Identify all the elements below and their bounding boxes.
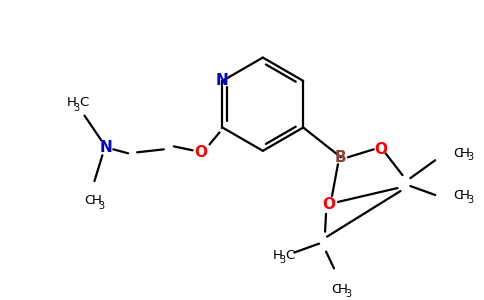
Text: N: N bbox=[216, 74, 229, 88]
Text: 3: 3 bbox=[98, 201, 105, 211]
Text: C: C bbox=[453, 190, 462, 202]
Text: H: H bbox=[338, 283, 348, 296]
Text: H: H bbox=[272, 249, 282, 262]
Text: B: B bbox=[335, 150, 347, 165]
Text: 3: 3 bbox=[345, 289, 351, 299]
Text: 3: 3 bbox=[279, 256, 286, 266]
Text: H: H bbox=[91, 194, 101, 207]
Text: H: H bbox=[460, 190, 470, 202]
Text: H: H bbox=[460, 147, 470, 160]
Text: O: O bbox=[374, 142, 387, 157]
Text: N: N bbox=[100, 140, 113, 155]
Text: 3: 3 bbox=[467, 195, 473, 205]
Text: H: H bbox=[67, 96, 76, 109]
Text: 3: 3 bbox=[74, 103, 80, 113]
Text: C: C bbox=[286, 249, 295, 262]
Text: C: C bbox=[79, 96, 89, 109]
Text: C: C bbox=[85, 194, 94, 207]
Text: 3: 3 bbox=[467, 152, 473, 162]
Text: C: C bbox=[453, 147, 462, 160]
Text: O: O bbox=[322, 197, 335, 212]
Text: C: C bbox=[331, 283, 340, 296]
Text: O: O bbox=[194, 145, 207, 160]
